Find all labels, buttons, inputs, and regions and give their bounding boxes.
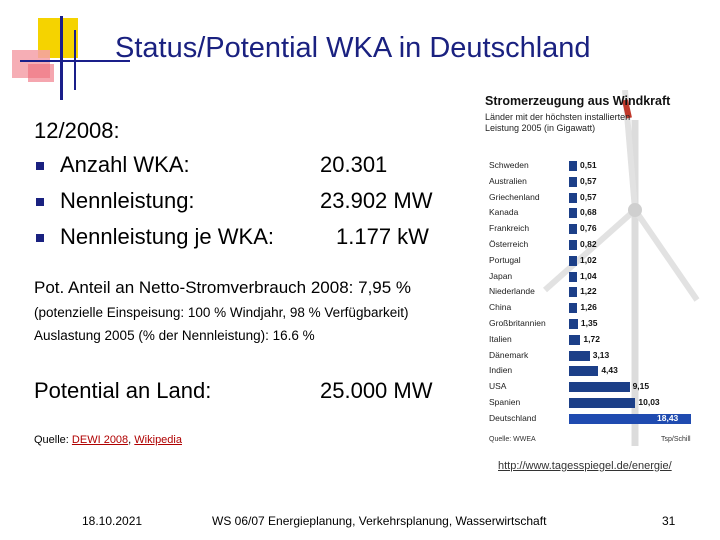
potential-label: Potential an Land: <box>34 378 212 403</box>
stat-label: Nennleistung je WKA: <box>60 224 274 249</box>
bullet-icon <box>36 162 44 170</box>
footer-course: WS 06/07 Energieplanung, Verkehrsplanung… <box>212 514 547 528</box>
chart-category-label: Australien <box>489 175 527 186</box>
logo-line <box>60 16 63 100</box>
chart-value-label: 18,43 <box>657 412 679 423</box>
chart-category-label: Niederlande <box>489 286 535 297</box>
footer-page-number: 31 <box>662 514 676 528</box>
chart-value-label: 1,35 <box>580 318 598 328</box>
chart-value-label: 10,03 <box>638 397 660 407</box>
chart-category-label: USA <box>489 381 507 392</box>
wind-turbine-illustration <box>543 90 700 446</box>
chart-category-label: Dänemark <box>489 349 529 360</box>
stat-value: 23.902 MW <box>320 188 433 213</box>
slide-title: Status/Potential WKA in Deutschland <box>115 32 591 64</box>
chart-value-label: 0,68 <box>580 207 597 218</box>
chart-bar <box>569 208 577 219</box>
chart-category-label: Kanada <box>489 207 519 218</box>
potential-value: 25.000 MW <box>320 378 433 403</box>
stat-value: 1.177 kW <box>336 224 429 249</box>
chart-value-label: 1,26 <box>580 302 597 313</box>
chart-bar <box>569 303 578 314</box>
chart-category-label: Deutschland <box>489 412 537 423</box>
chart-bar <box>569 224 577 235</box>
chart-bar <box>569 161 577 171</box>
stat-label: Nennleistung: <box>60 188 195 213</box>
chart-bar <box>569 334 581 345</box>
chart-category-label: Österreich <box>489 239 529 249</box>
chart-value-label: 3,13 <box>592 349 610 360</box>
source-link-dewi[interactable]: DEWI 2008 <box>71 434 129 446</box>
chart-value-label: 0,57 <box>580 191 597 202</box>
source-separator: , <box>128 434 135 446</box>
chart-category-label: Indien <box>489 365 513 376</box>
pot-note: (potenzielle Einspeisung: 100 % Windjahr… <box>34 305 409 320</box>
chart-category-label: Frankreich <box>489 223 530 234</box>
chart-bar <box>569 366 599 377</box>
chart-category-label: Japan <box>489 270 513 281</box>
auslastung: Auslastung 2005 (% der Nennleistung): 16… <box>34 328 315 343</box>
chart-value-label: 0,51 <box>580 160 597 170</box>
bullet-icon <box>36 234 44 242</box>
chart-category-label: Italien <box>489 333 512 344</box>
chart-category-label: Schweden <box>489 160 529 170</box>
chart-bar <box>569 413 691 424</box>
chart-value-label: 0,57 <box>580 175 597 186</box>
chart-source-credit: Tsp/Schill <box>661 436 691 443</box>
logo-line <box>20 60 130 62</box>
chart-category-label: Großbritannien <box>489 318 546 328</box>
chart-value-label: 1,22 <box>580 286 597 297</box>
chart-category-label: Spanien <box>489 397 521 407</box>
footer-date: 18.10.2021 <box>82 514 143 528</box>
chart-bar <box>569 192 577 203</box>
chart-bar <box>569 255 577 266</box>
chart-bar <box>569 287 578 298</box>
chart-title: Stromerzeugung aus Windkraft <box>485 94 671 108</box>
chart-subtitle: Länder mit der höchsten installierten Le… <box>485 112 631 133</box>
source-prefix: Quelle: <box>34 434 72 446</box>
chart-value-label: 0,76 <box>580 223 597 234</box>
chart-bar <box>569 350 590 361</box>
chart-bar <box>569 240 577 250</box>
stat-label: Anzahl WKA: <box>60 152 190 177</box>
stat-value: 20.301 <box>320 152 388 177</box>
chart-category-label: China <box>489 302 512 313</box>
pot-anteil: Pot. Anteil an Netto-Stromverbrauch 2008… <box>34 278 412 297</box>
stats-heading: 12/2008: <box>34 118 120 143</box>
chart-value-label: 4,43 <box>601 365 618 376</box>
chart-value-label: 1,02 <box>580 254 597 265</box>
wind-power-chart: Stromerzeugung aus Windkraft Länder mit … <box>485 90 703 446</box>
chart-value-label: 9,15 <box>632 381 650 392</box>
chart-bar <box>569 382 630 393</box>
chart-value-label: 1,04 <box>580 270 597 281</box>
chart-value-label: 0,82 <box>580 239 597 249</box>
chart-category-label: Portugal <box>489 254 521 265</box>
chart-bar <box>569 271 577 282</box>
source-link-wikipedia[interactable]: Wikipedia <box>134 434 182 446</box>
bullet-icon <box>36 198 44 206</box>
chart-value-label: 1,72 <box>583 333 600 344</box>
url-link[interactable]: http://www.tagesspiegel.de/energie/ <box>498 460 672 472</box>
source-line: Quelle: DEWI 2008, Wikipedia <box>34 434 182 446</box>
chart-bar <box>569 398 636 408</box>
chart-bar <box>569 319 578 329</box>
logo-square-red <box>28 64 54 82</box>
chart-category-label: Griechenland <box>489 191 540 202</box>
chart-source: Quelle: WWEA <box>489 436 536 443</box>
chart-bar <box>569 176 577 187</box>
